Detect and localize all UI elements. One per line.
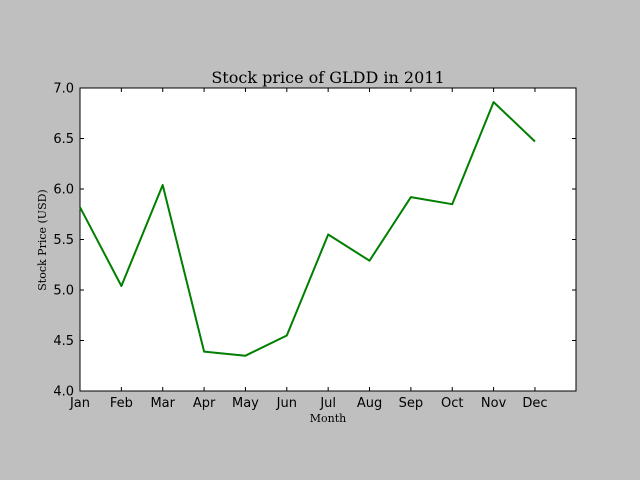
y-tick-label: 4.5 xyxy=(53,334,74,349)
x-tick-label: Apr xyxy=(193,396,216,411)
x-tick-label: Feb xyxy=(110,396,133,411)
x-tick-label: Nov xyxy=(481,396,507,411)
x-tick-label: Sep xyxy=(399,396,424,411)
y-tick-label: 4.0 xyxy=(53,385,74,400)
series-line xyxy=(79,101,536,357)
y-tick-label: 6.5 xyxy=(53,132,74,147)
y-tick-label: 5.5 xyxy=(53,233,74,248)
plot-area xyxy=(79,87,577,392)
x-axis: Jan Feb Mar Apr May Jun Jul Aug Sep Oct Nov Dec xyxy=(69,88,548,411)
y-axis: 4.0 4.5 5.0 5.5 6.0 6.5 7.0 xyxy=(53,82,576,400)
x-tick-label: Jul xyxy=(319,396,336,411)
x-tick-label: Oct xyxy=(441,396,463,411)
y-axis-label: Stock Price (USD) xyxy=(36,189,49,290)
x-tick-label: May xyxy=(232,396,259,411)
x-tick-label: Aug xyxy=(357,396,382,411)
y-tick-label: 6.0 xyxy=(53,183,74,198)
chart-title: Stock price of GLDD in 2011 xyxy=(211,68,444,87)
y-tick-label: 7.0 xyxy=(53,82,74,97)
x-tick-label: Jan xyxy=(69,396,90,411)
x-axis-label: Month xyxy=(310,412,346,425)
x-tick-label: Jun xyxy=(276,396,297,411)
x-tick-label: Mar xyxy=(150,396,175,411)
x-tick-label: Dec xyxy=(522,396,547,411)
y-tick-label: 5.0 xyxy=(53,284,74,299)
